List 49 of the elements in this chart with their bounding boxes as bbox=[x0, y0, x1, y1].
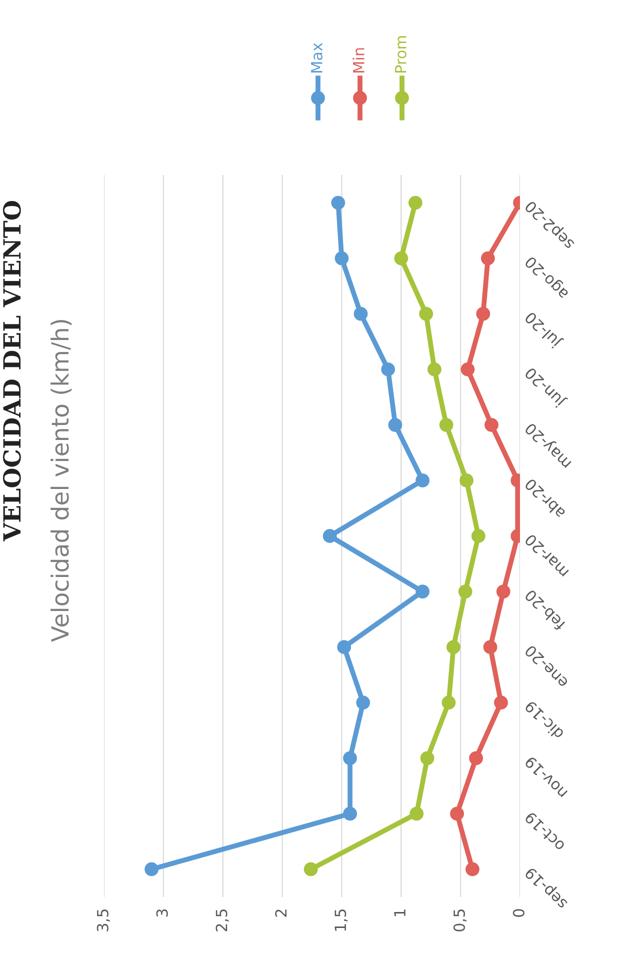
point bbox=[496, 584, 510, 598]
x-tick-label: 3,5 bbox=[96, 909, 110, 932]
point bbox=[331, 196, 346, 210]
x-tick-label: 2 bbox=[275, 910, 286, 917]
x-tick-label: 1 bbox=[394, 910, 406, 916]
point bbox=[416, 584, 430, 598]
text: VELOCIDAD DEL VIENTO bbox=[2, 201, 21, 542]
point bbox=[480, 251, 495, 266]
point bbox=[483, 640, 498, 654]
x-tick-label: 1,5 bbox=[334, 909, 348, 931]
point bbox=[460, 362, 475, 376]
point bbox=[442, 696, 456, 710]
point bbox=[356, 696, 370, 710]
point bbox=[388, 418, 402, 432]
point bbox=[343, 751, 357, 766]
x-tick-label: 0 bbox=[512, 909, 524, 917]
point bbox=[337, 640, 352, 654]
point bbox=[416, 474, 430, 488]
point bbox=[144, 862, 158, 876]
point bbox=[410, 806, 424, 821]
x-tick-label: 0,5 bbox=[453, 909, 467, 932]
point bbox=[471, 529, 486, 543]
point bbox=[484, 418, 498, 432]
point bbox=[460, 474, 474, 488]
point bbox=[439, 418, 454, 432]
x-tick-label: 3 bbox=[156, 909, 168, 917]
point bbox=[494, 696, 508, 710]
text: Prom bbox=[395, 36, 406, 72]
point bbox=[334, 251, 349, 266]
text: Min bbox=[352, 48, 364, 72]
point bbox=[419, 306, 434, 321]
text: Max bbox=[311, 42, 322, 72]
point bbox=[466, 862, 480, 876]
point bbox=[354, 306, 368, 321]
point bbox=[458, 584, 472, 598]
text: Velocidad del viento (km/h) bbox=[50, 320, 72, 642]
point bbox=[343, 806, 357, 821]
point bbox=[304, 862, 318, 876]
point bbox=[394, 251, 408, 266]
point bbox=[408, 196, 422, 210]
point bbox=[450, 806, 464, 821]
point bbox=[476, 306, 490, 321]
point bbox=[469, 751, 483, 766]
x-tick-label: 2,5 bbox=[216, 909, 229, 932]
point bbox=[427, 362, 442, 376]
point bbox=[420, 751, 434, 766]
point bbox=[381, 362, 396, 376]
point bbox=[446, 640, 460, 654]
point bbox=[322, 529, 337, 543]
